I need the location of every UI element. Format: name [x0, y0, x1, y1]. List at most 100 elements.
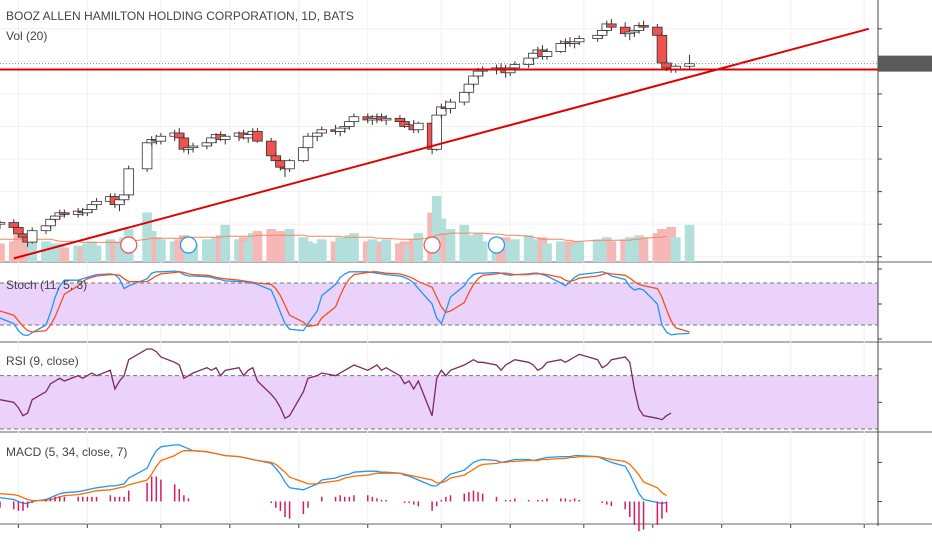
indicator-bands: [0, 282, 878, 430]
candle-body: [445, 101, 456, 109]
candle-body: [49, 215, 61, 220]
candle-body: [684, 63, 695, 67]
candle-body: [17, 233, 29, 238]
volume-bar: [445, 229, 456, 262]
volume-bar: [188, 243, 198, 262]
macd-legend: MACD (5, 34, close, 7): [6, 445, 127, 459]
candle-body: [206, 137, 217, 144]
volume-bar: [316, 239, 327, 262]
candle-body: [596, 30, 608, 36]
overlay-lines: [0, 27, 878, 260]
volume-bar: [413, 233, 424, 262]
candle-body: [555, 43, 567, 52]
candle-body: [86, 204, 98, 210]
candle-body: [468, 75, 479, 85]
candle-body: [459, 91, 470, 103]
candle-body: [463, 83, 475, 93]
rsi-band-fill: [0, 375, 878, 429]
event-markers[interactable]: [120, 236, 506, 254]
candle-body: [638, 25, 649, 28]
earnings-marker-circle: [423, 236, 441, 254]
stoch-band-fill: [0, 283, 878, 325]
candle-body: [394, 117, 406, 123]
volume-bar: [349, 233, 359, 262]
candle-body: [606, 23, 617, 28]
volume-bar: [542, 243, 552, 262]
volume-bar: [0, 243, 5, 262]
volume-bar: [670, 237, 681, 262]
indicator-series: [0, 270, 690, 532]
candle-body: [114, 199, 125, 206]
volume-ma-line: [0, 232, 667, 243]
candle-body: [573, 38, 585, 43]
earnings-marker-circle: [120, 236, 138, 254]
stoch-series-line: [0, 271, 690, 333]
earnings-marker[interactable]: [423, 236, 441, 254]
chart-title: BOOZ ALLEN HAMILTON HOLDING CORPORATION,…: [6, 9, 354, 23]
candle-body: [220, 135, 231, 140]
candle-body: [302, 135, 314, 149]
candle-body: [59, 212, 70, 215]
volume-bar: [91, 245, 102, 262]
candle-body: [270, 155, 282, 162]
candle-body: [592, 34, 603, 39]
rsi-legend: RSI (9, close): [6, 354, 79, 368]
candle-body: [13, 227, 24, 235]
volume-bar: [303, 241, 313, 262]
volume-legend: Vol (20): [6, 29, 47, 43]
volume-bar: [156, 239, 166, 262]
candle-body: [348, 116, 360, 123]
macd-series-line: [0, 450, 667, 502]
volume-bar: [638, 237, 649, 262]
volume-bars: [0, 196, 695, 262]
dividend-marker-circle: [487, 236, 506, 254]
dividend-marker[interactable]: [179, 236, 198, 254]
candle-body: [45, 218, 56, 227]
candle-body: [344, 121, 355, 127]
macd-series-line: [0, 444, 667, 505]
candle-body: [26, 230, 38, 243]
candle-body: [82, 209, 93, 214]
volume-bar: [284, 229, 295, 262]
stoch-legend: Stoch (11, 5, 3): [6, 278, 87, 292]
volume-bar: [252, 231, 263, 262]
candle-body: [91, 200, 102, 206]
volume-bar: [477, 241, 488, 262]
candle-body: [8, 222, 20, 228]
candle-body: [275, 160, 286, 168]
candle-body: [40, 225, 52, 232]
candle-body: [316, 129, 328, 134]
candle-body: [541, 51, 553, 57]
candle-body: [652, 26, 663, 36]
earnings-marker[interactable]: [120, 236, 138, 254]
candle-body: [472, 70, 484, 77]
volume-bar: [59, 247, 70, 262]
last-price-tag: [878, 55, 932, 72]
candle-body: [284, 160, 295, 170]
volume-bar: [510, 239, 520, 262]
trend-line: [13, 27, 870, 260]
candle-body: [123, 168, 134, 196]
candle-body: [265, 140, 277, 157]
candle-body: [380, 117, 392, 121]
dividend-marker[interactable]: [487, 236, 506, 254]
candle-body: [141, 142, 153, 170]
candle-body: [334, 127, 346, 132]
candle-body: [0, 222, 6, 225]
candle-body: [509, 64, 521, 69]
price-candles: [0, 19, 695, 247]
candle-body: [201, 142, 213, 147]
candle-body: [187, 145, 199, 149]
volume-bar: [574, 241, 585, 262]
candle-body: [413, 122, 424, 131]
candle-body: [528, 52, 539, 59]
candle-body: [311, 132, 323, 137]
volume-bar: [381, 239, 391, 262]
volume-bar: [27, 237, 38, 262]
rsi-series-line: [0, 348, 672, 421]
dividend-marker-circle: [179, 236, 198, 254]
volume-bar: [606, 241, 617, 262]
volume-bar: [220, 224, 231, 262]
